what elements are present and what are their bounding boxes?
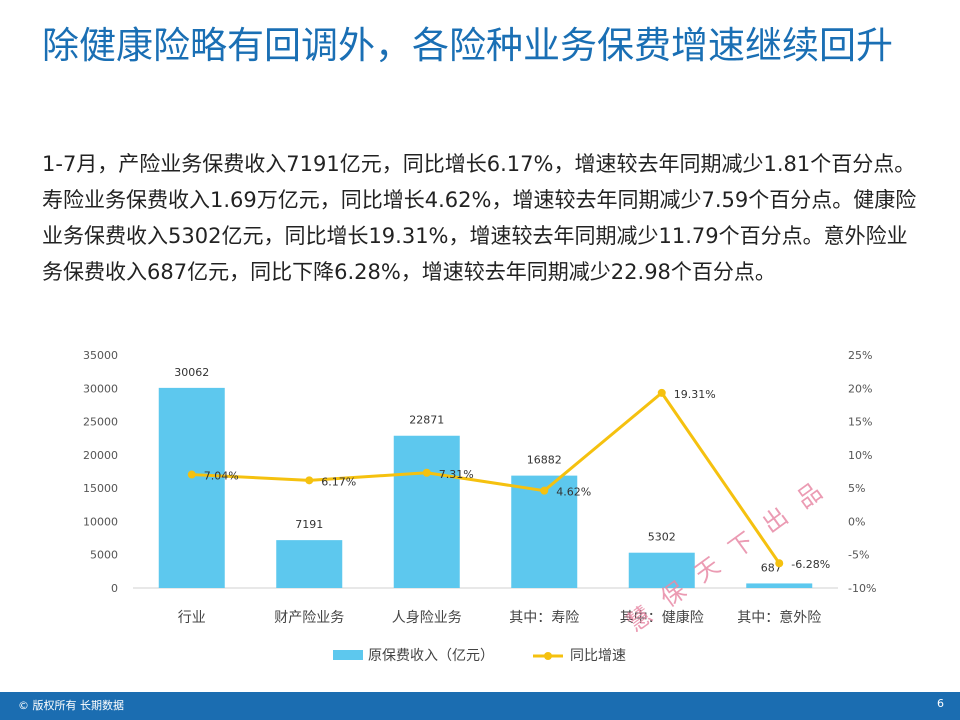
category-label: 人身险业务 [392, 610, 462, 626]
bar-value-label: 5302 [648, 531, 676, 544]
bar [746, 583, 813, 588]
category-label: 行业 [178, 610, 206, 626]
rate-data-labels: 7.04% 6.17% 7.31% 4.62% 19.31% -6.28% [204, 388, 830, 571]
rate-value-label: 19.31% [674, 388, 716, 401]
bar-value-label: 22871 [409, 414, 444, 427]
rate-point [422, 468, 431, 477]
rate-value-label: 7.04% [204, 470, 239, 483]
summary-paragraph: 1-7月，产险业务保费收入7191亿元，同比增长6.17%，增速较去年同期减少1… [42, 152, 917, 284]
legend-line-label: 同比增速 [570, 648, 626, 664]
right-tick-label: -10% [848, 582, 876, 595]
left-tick-label: 20000 [83, 449, 118, 462]
legend: 原保费收入（亿元） 同比增速 [333, 648, 626, 664]
bar-value-label: 16882 [527, 454, 562, 467]
left-tick-label: 30000 [83, 382, 118, 395]
right-tick-label: 5% [848, 482, 865, 495]
rate-value-label: 7.31% [439, 468, 474, 481]
category-labels: 行业 财产险业务 人身险业务 其中：寿险 其中：健康险 其中：意外险 [178, 609, 822, 626]
right-tick-label: 20% [848, 382, 872, 395]
right-tick-label: 0% [848, 515, 865, 528]
rate-points [187, 388, 784, 568]
bar [158, 387, 225, 588]
rate-value-label: -6.28% [791, 558, 830, 571]
rate-value-label: 6.17% [321, 475, 356, 488]
page-number: 6 [937, 697, 944, 710]
bar [276, 540, 343, 588]
right-tick-label: 10% [848, 449, 872, 462]
left-tick-label: 5000 [90, 549, 118, 562]
category-label: 财产险业务 [274, 610, 344, 626]
rate-point [540, 486, 549, 495]
rate-point [187, 470, 196, 479]
bar [393, 435, 460, 588]
bar-value-label: 30062 [174, 366, 209, 379]
rate-value-label: 4.62% [556, 486, 591, 499]
left-axis-ticks: 0 5000 10000 15000 20000 25000 30000 35000 [83, 349, 118, 595]
rate-point [305, 476, 314, 485]
right-tick-label: 15% [848, 416, 872, 429]
bar [628, 552, 695, 588]
bar-series [158, 387, 813, 588]
combo-chart: 0 5000 10000 15000 20000 25000 30000 35000 -10%… [83, 349, 876, 664]
page-title: 除健康险略有回调外，各险种业务保费增速继续回升 [42, 24, 893, 67]
copyright-text: © 版权所有 长期数据 [18, 699, 124, 712]
rate-point [775, 559, 784, 568]
left-tick-label: 10000 [83, 515, 118, 528]
legend-line-marker [544, 652, 552, 660]
left-tick-label: 25000 [83, 416, 118, 429]
right-tick-label: -5% [848, 549, 869, 562]
left-tick-label: 35000 [83, 349, 118, 362]
bar-value-label: 7191 [295, 518, 323, 531]
category-label: 其中：健康险 [620, 609, 704, 626]
rate-line [191, 390, 781, 565]
left-tick-label: 15000 [83, 482, 118, 495]
footer-bar: © 版权所有 长期数据 6 [0, 692, 960, 720]
legend-bar-swatch [333, 650, 363, 660]
category-label: 其中：意外险 [737, 609, 821, 626]
legend-bar-label: 原保费收入（亿元） [368, 648, 494, 664]
right-tick-label: 25% [848, 349, 872, 362]
left-tick-label: 0 [111, 582, 118, 595]
rate-point [657, 388, 666, 397]
right-axis-ticks: -10% -5% 0% 5% 10% 15% 20% 25% [848, 349, 876, 595]
category-label: 其中：寿险 [509, 609, 579, 626]
